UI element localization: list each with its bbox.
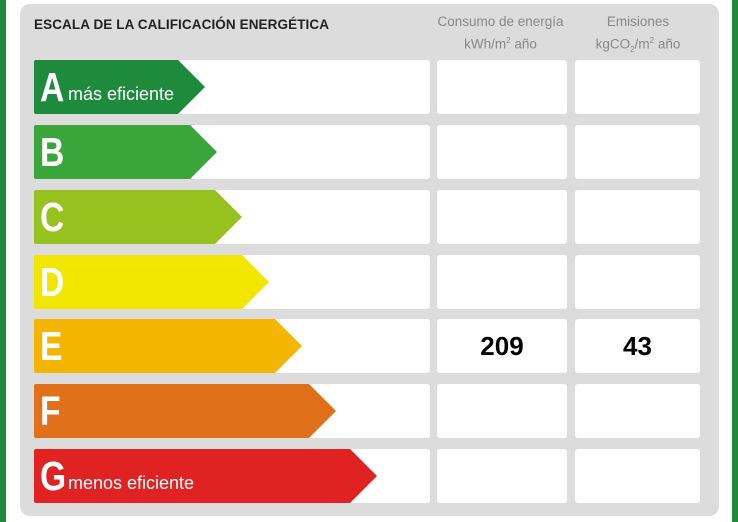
rating-row-c: C [0,190,738,244]
consumption-value [437,125,567,179]
rating-row-g: G menos eficiente [0,449,738,503]
rating-row-b: B [0,125,738,179]
rating-arrow-c: C [34,190,242,244]
consumption-value [437,449,567,503]
consumption-header-line1: Consumo de energía [437,14,564,29]
emissions-value [575,384,700,438]
rating-arrow-g: G menos eficiente [34,449,377,503]
consumption-column-header: Consumo de energía kWh/m2 año [433,12,568,54]
rating-arrow-e: E [34,319,302,373]
rating-arrow-f: F [34,384,336,438]
rating-arrow-a: A más eficiente [34,60,205,114]
emissions-value: 43 [623,330,652,361]
rating-letter: B [40,129,65,175]
emissions-value [575,190,700,244]
scale-title: ESCALA DE LA CALIFICACIÓN ENERGÉTICA [34,17,330,32]
rating-caption: más eficiente [68,83,175,104]
rating-letter: C [40,194,65,240]
emissions-value [575,60,700,114]
emissions-header-unit: kgCO2/m2 año [595,36,681,55]
consumption-value [437,190,567,244]
rating-row-e: E 209 43 [0,319,738,373]
rating-letter: A [40,64,65,110]
rating-letter: G [40,453,67,499]
emissions-value [575,255,700,309]
rating-letter: F [40,388,61,434]
emissions-header-line1: Emisiones [606,14,670,29]
rating-row-d: D [0,255,738,309]
rating-arrow-d: D [34,255,269,309]
rating-caption: menos eficiente [68,472,195,493]
emissions-value [575,449,700,503]
rating-arrow-b: B [34,125,217,179]
consumption-value [437,60,567,114]
consumption-header-unit: kWh/m2 año [464,36,537,52]
rating-row-f: F [0,384,738,438]
rating-row-a: A más eficiente [0,60,738,114]
rating-letter: E [40,323,63,369]
emissions-value [575,125,700,179]
consumption-value: 209 [480,330,524,361]
emissions-column-header: Emisiones kgCO2/m2 año [573,12,703,59]
consumption-value [437,384,567,438]
consumption-value [437,255,567,309]
rating-letter: D [40,259,65,305]
